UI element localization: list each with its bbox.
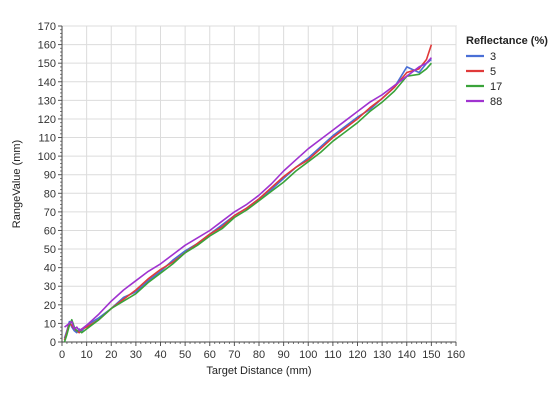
x-tick-label: 140 <box>398 349 416 361</box>
y-axis-title: RangeValue (mm) <box>11 140 23 228</box>
y-tick-label: 90 <box>44 170 56 182</box>
x-tick-label: 160 <box>447 349 465 361</box>
x-tick-label: 0 <box>59 349 65 361</box>
y-tick-label: 20 <box>44 300 56 312</box>
y-tick-label: 50 <box>44 244 56 256</box>
y-tick-label: 30 <box>44 281 56 293</box>
y-tick-label: 70 <box>44 207 56 219</box>
series-line-3 <box>63 58 432 339</box>
x-tick-label: 50 <box>179 349 191 361</box>
x-tick-label: 30 <box>130 349 142 361</box>
x-tick-label: 40 <box>154 349 166 361</box>
y-tick-label: 60 <box>44 225 56 237</box>
y-tick-label: 120 <box>38 114 56 126</box>
legend-label-88: 88 <box>490 96 502 108</box>
x-tick-label: 150 <box>422 349 440 361</box>
x-tick-label: 90 <box>278 349 290 361</box>
x-tick-label: 120 <box>348 349 366 361</box>
legend-title: Reflectance (%) <box>466 35 548 47</box>
legend: Reflectance (%) 3 5 17 88 <box>466 35 548 108</box>
y-tick-label: 140 <box>38 77 56 89</box>
x-tick-label: 110 <box>324 349 342 361</box>
y-tick-label: 0 <box>50 337 56 349</box>
y-tick-label: 80 <box>44 188 56 200</box>
grid <box>61 25 457 343</box>
legend-label-3: 3 <box>490 51 496 63</box>
y-tick-label: 150 <box>38 58 56 70</box>
series-lines <box>63 44 433 343</box>
y-tick-label: 170 <box>38 21 56 33</box>
x-tick-label: 10 <box>81 349 93 361</box>
x-tick-label: 60 <box>204 349 216 361</box>
y-tick-label: 130 <box>38 95 56 107</box>
series-line-88 <box>64 57 433 332</box>
axes: 0 10 20 30 40 50 60 70 80 90 100 110 120 130 140 150 160… <box>38 21 466 361</box>
x-axis-title: Target Distance (mm) <box>206 365 311 377</box>
x-tick-label: 20 <box>105 349 117 361</box>
legend-label-17: 17 <box>490 81 502 93</box>
x-tick-label: 100 <box>299 349 317 361</box>
x-tick-label: 70 <box>228 349 240 361</box>
y-tick-label: 10 <box>44 318 56 330</box>
y-tick-label: 110 <box>38 133 56 145</box>
y-tick-label: 40 <box>44 263 56 275</box>
x-tick-label: 80 <box>253 349 265 361</box>
y-tick-label: 160 <box>38 40 56 52</box>
legend-label-5: 5 <box>490 66 496 78</box>
x-tick-label: 130 <box>373 349 391 361</box>
y-tick-label: 100 <box>38 151 56 163</box>
